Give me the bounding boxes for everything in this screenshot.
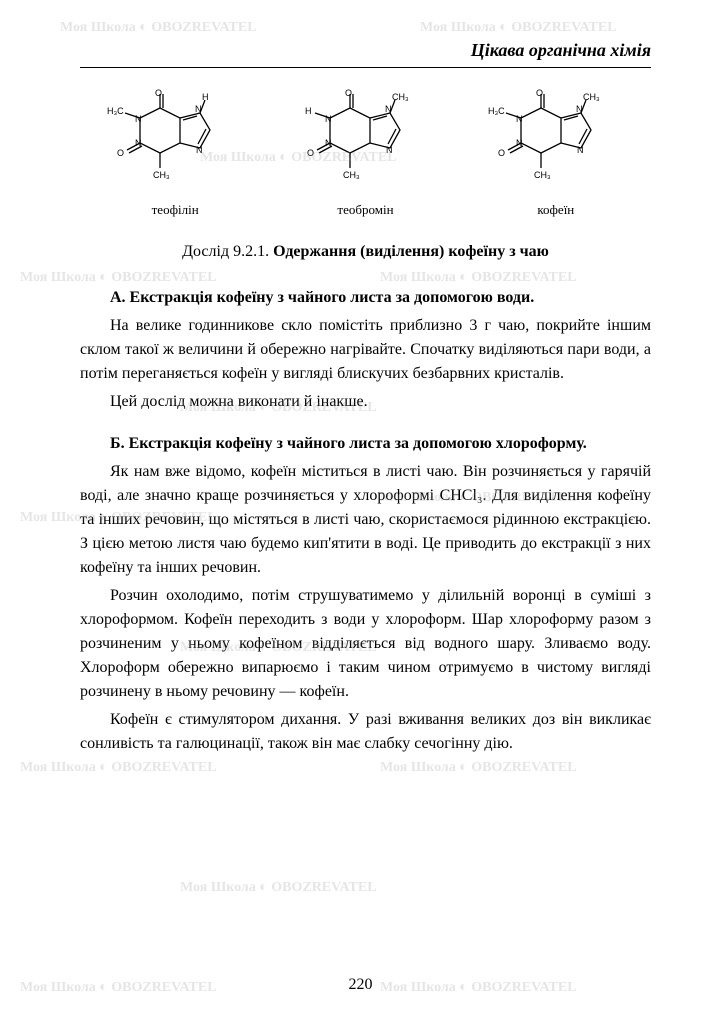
svg-text:N: N [196, 145, 203, 155]
theophylline-svg: O O H H₃C CH₃ N N N N [105, 88, 245, 198]
svg-text:O: O [345, 88, 352, 98]
section-b-para-2: Розчин охолодимо, потім струшуватимемо у… [80, 584, 651, 704]
watermark: Моя Школа ◐ OBOZREVATEL [20, 270, 217, 286]
svg-text:O: O [155, 88, 162, 98]
section-b-para-1: Як нам вже відомо, кофеїн міститься в ли… [80, 460, 651, 580]
svg-text:N: N [516, 138, 523, 148]
page-number: 220 [0, 976, 721, 994]
globe-icon: ◐ [99, 270, 107, 285]
svg-text:O: O [117, 148, 124, 158]
globe-icon: ◐ [139, 20, 147, 35]
experiment-name: Одержання (виділення) кофеїну з чаю [273, 243, 549, 260]
header-title: Цікава органічна хімія [471, 40, 651, 60]
experiment-title: Дослід 9.2.1. Одержання (виділення) кофе… [80, 243, 651, 261]
section-b-title: Б. Екстракція кофеїну з чайного листа за… [80, 432, 651, 456]
watermark: Моя Школа ◐ OBOZREVATEL [380, 270, 577, 286]
globe-icon: ◐ [459, 270, 467, 285]
structure-label: теобромін [295, 202, 435, 218]
section-a-para-2: Цей дослід можна виконати й інакше. [80, 390, 651, 414]
svg-text:CH₃: CH₃ [583, 92, 600, 102]
svg-text:CH₃: CH₃ [534, 170, 551, 180]
svg-text:N: N [576, 104, 583, 114]
globe-icon: ◐ [459, 760, 467, 775]
svg-text:N: N [135, 114, 142, 124]
structure-label: теофілін [105, 202, 245, 218]
watermark: Моя Школа ◐ OBOZREVATEL [380, 760, 577, 776]
svg-text:O: O [536, 88, 543, 98]
svg-text:H₃C: H₃C [488, 106, 505, 116]
structure-theophylline: O O H H₃C CH₃ N N N N теофілін [105, 88, 245, 218]
section-a-para-1: На велике годинникове скло помістіть при… [80, 314, 651, 386]
globe-icon: ◐ [499, 20, 507, 35]
svg-text:H₃C: H₃C [107, 106, 124, 116]
svg-text:O: O [307, 148, 314, 158]
svg-text:CH₃: CH₃ [153, 170, 170, 180]
chemical-structures-row: O O H H₃C CH₃ N N N N теофілін [80, 88, 651, 218]
section-a-title: А. Екстракція кофеїну з чайного листа за… [80, 286, 651, 310]
svg-text:H: H [202, 92, 209, 102]
experiment-number: Дослід 9.2.1. [182, 243, 269, 260]
svg-text:O: O [498, 148, 505, 158]
page-container: Цікава органічна хімія [0, 0, 721, 1024]
page-header: Цікава органічна хімія [80, 40, 651, 68]
watermark: Моя Школа ◐ OBOZREVATEL [180, 880, 377, 896]
caffeine-svg: O O CH₃ H₃C CH₃ N N N N [486, 88, 626, 198]
svg-text:N: N [577, 145, 584, 155]
watermark: Моя Школа ◐ OBOZREVATEL [420, 20, 617, 36]
globe-icon: ◐ [99, 760, 107, 775]
svg-text:N: N [325, 114, 332, 124]
globe-icon: ◐ [259, 880, 267, 895]
section-b-para-3: Кофеїн є стимулятором дихання. У разі вж… [80, 708, 651, 756]
svg-text:N: N [195, 104, 202, 114]
theobromine-svg: O O CH₃ H CH₃ N N N N [295, 88, 435, 198]
structure-label: кофеїн [486, 202, 626, 218]
watermark: Моя Школа ◐ OBOZREVATEL [60, 20, 257, 36]
svg-text:N: N [385, 104, 392, 114]
structure-caffeine: O O CH₃ H₃C CH₃ N N N N кофеїн [486, 88, 626, 218]
watermark: Моя Школа ◐ OBOZREVATEL [20, 760, 217, 776]
svg-text:N: N [325, 138, 332, 148]
structure-theobromine: O O CH₃ H CH₃ N N N N теобромін [295, 88, 435, 218]
svg-text:CH₃: CH₃ [392, 92, 409, 102]
svg-text:N: N [386, 145, 393, 155]
svg-text:N: N [135, 138, 142, 148]
svg-text:CH₃: CH₃ [343, 170, 360, 180]
svg-text:N: N [516, 114, 523, 124]
svg-text:H: H [305, 106, 312, 116]
